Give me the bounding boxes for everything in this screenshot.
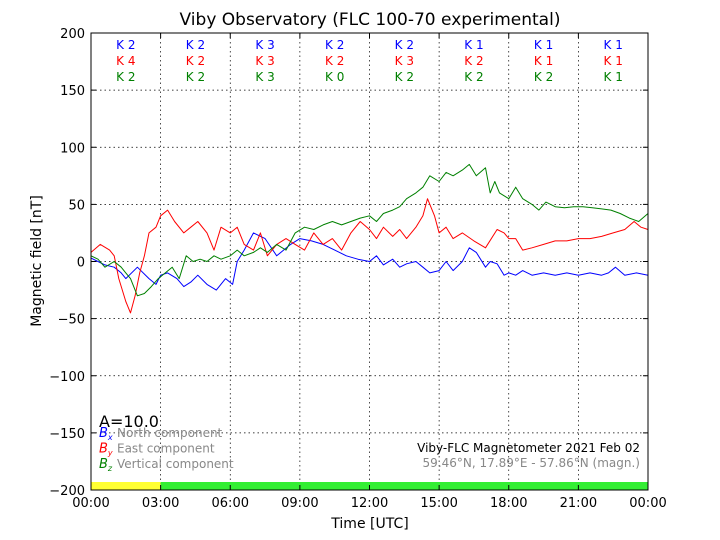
y-tick-label: 50	[68, 198, 85, 213]
k-index-table: K 2 K 2 K 3 K 2 K 2 K 1 K 1 K 1 K 4 K 2 K 3 K 2 K 3 K…	[116, 38, 623, 84]
y-tick-label: 100	[60, 141, 85, 156]
x-tick-label: 09:00	[281, 496, 318, 511]
k-index-label: K 1	[604, 54, 623, 68]
y-tick-label: −200	[49, 484, 85, 499]
status-segment	[160, 482, 648, 490]
x-axis-label: Time [UTC]	[330, 516, 408, 532]
legend-label: North component	[117, 426, 223, 440]
y-tick-label: 200	[60, 27, 85, 42]
k-index-label: K 3	[255, 70, 274, 84]
k-index-label: K 2	[464, 70, 483, 84]
y-tick-label: −50	[58, 313, 85, 328]
k-index-label: K 2	[325, 54, 344, 68]
k-index-label: K 2	[534, 70, 553, 84]
k-index-label: K 1	[464, 38, 483, 52]
axis-ticks: 00:00 03:00 06:00 09:00 12:00 15:00 18:00 21:00…	[49, 27, 666, 511]
station-coordinates: 59.46°N, 17.89°E - 57.86°N (magn.)	[423, 456, 640, 470]
x-tick-label: 06:00	[212, 496, 249, 511]
k-index-label: K 2	[186, 70, 205, 84]
grid-lines	[91, 33, 648, 490]
y-tick-label: −150	[49, 427, 85, 442]
k-index-label: K 2	[116, 70, 135, 84]
x-tick-label: 00:00	[629, 496, 666, 511]
k-index-label: K 1	[534, 54, 553, 68]
k-index-label: K 3	[255, 54, 274, 68]
x-tick-label: 03:00	[142, 496, 179, 511]
status-bar	[91, 482, 648, 490]
x-tick-label: 00:00	[72, 496, 109, 511]
k-index-label: K 1	[604, 70, 623, 84]
k-index-label: K 2	[395, 38, 414, 52]
legend-symbol: Bz	[99, 457, 113, 473]
legend-symbol: By	[99, 442, 113, 458]
x-tick-label: 12:00	[351, 496, 388, 511]
series-line-bx	[90, 232, 649, 291]
k-index-label: K 2	[464, 54, 483, 68]
y-tick-label: 150	[60, 84, 85, 99]
k-index-label: K 4	[116, 54, 135, 68]
a-index-label: A=10.0	[99, 412, 159, 431]
series-lines	[90, 163, 649, 314]
x-tick-label: 21:00	[560, 496, 597, 511]
x-tick-label: 15:00	[420, 496, 457, 511]
chart-title: Viby Observatory (FLC 100-70 experimenta…	[180, 10, 561, 30]
k-index-label: K 2	[186, 54, 205, 68]
y-axis-label: Magnetic field [nT]	[29, 195, 45, 327]
k-index-label: K 3	[395, 54, 414, 68]
k-index-label: K 2	[395, 70, 414, 84]
series-line-by	[90, 198, 649, 314]
k-index-label: K 0	[325, 70, 344, 84]
status-segment	[91, 482, 161, 490]
x-tick-label: 18:00	[490, 496, 527, 511]
y-tick-label: 0	[77, 256, 85, 271]
y-tick-label: −100	[49, 370, 85, 385]
k-index-label: K 1	[604, 38, 623, 52]
k-index-label: K 1	[534, 38, 553, 52]
k-index-label: K 2	[186, 38, 205, 52]
series-line-bz	[90, 163, 649, 297]
legend-label: East component	[117, 442, 215, 456]
legend-label: Vertical component	[117, 457, 234, 471]
k-index-label: K 2	[325, 38, 344, 52]
k-index-label: K 2	[116, 38, 135, 52]
station-info: Viby-FLC Magnetometer 2021 Feb 02	[417, 441, 640, 455]
k-index-label: K 3	[255, 38, 274, 52]
